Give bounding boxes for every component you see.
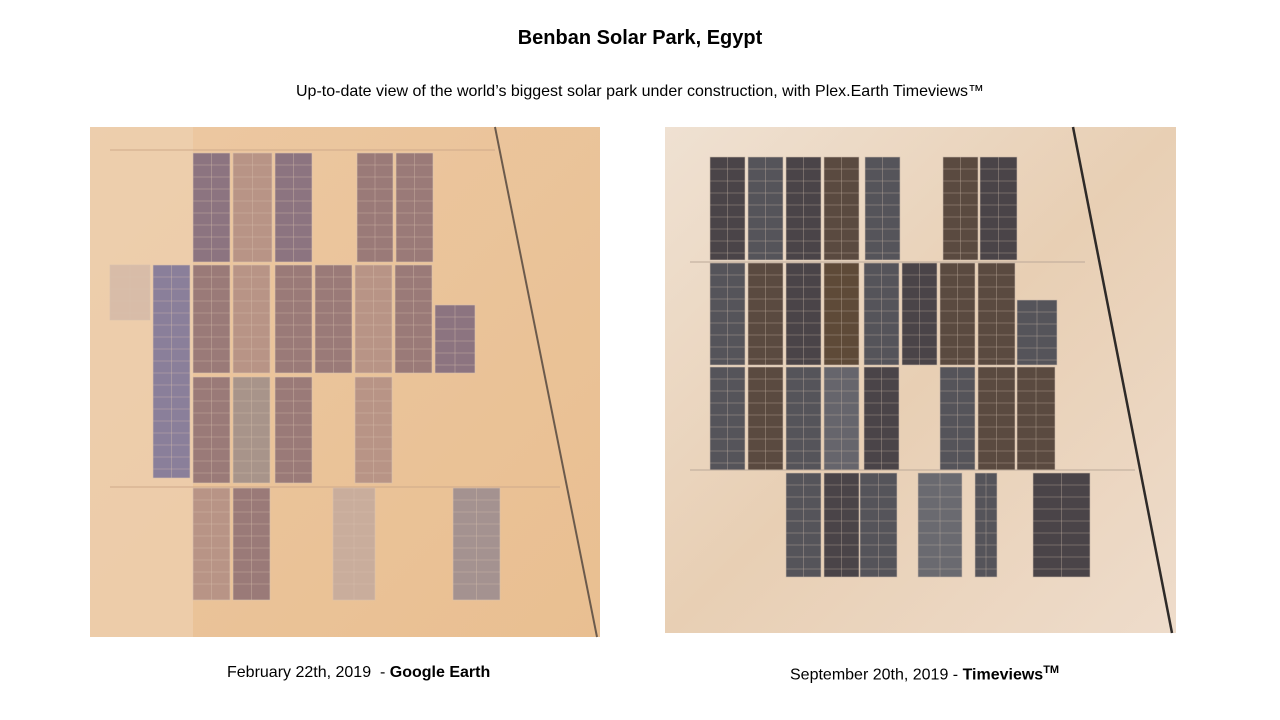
caption-left: February 22th, 2019 - Google Earth: [227, 664, 490, 682]
caption-source: Timeviews: [962, 666, 1044, 684]
solar-blocks: [109, 152, 1091, 601]
caption-source: Google Earth: [389, 664, 491, 681]
road: [1071, 126, 1174, 634]
subtitle: Up-to-date view of the world’s biggest s…: [295, 83, 984, 100]
title: Benban Solar Park, Egypt: [517, 27, 763, 49]
road: [494, 126, 598, 638]
caption-date: September 20th, 2019 -: [790, 666, 959, 684]
caption-mark: TM: [1043, 664, 1060, 676]
caption-date: February 22th, 2019 -: [227, 664, 386, 681]
caption-right: September 20th, 2019 - TimeviewsTM: [790, 664, 1059, 684]
